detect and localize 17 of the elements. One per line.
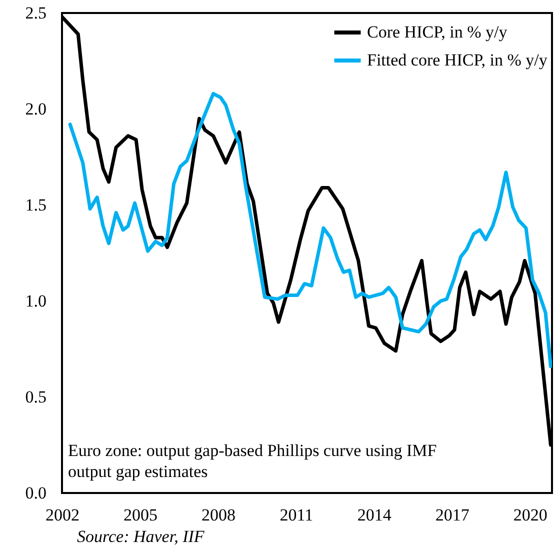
x-tick-label: 2002 [46, 506, 80, 524]
y-tick-label: 2.5 [25, 4, 46, 22]
x-tick-label: 2011 [280, 506, 314, 524]
legend-label: Fitted core HICP, in % y/y [367, 50, 548, 70]
y-tick-label: 1.0 [25, 292, 46, 310]
legend-label: Core HICP, in % y/y [367, 22, 508, 42]
x-tick-label: 2008 [201, 506, 236, 524]
y-tick-label: 0.0 [25, 484, 46, 502]
x-tick-label: 2017 [435, 506, 470, 524]
y-tick-label: 1.5 [25, 196, 46, 214]
x-tick-label: 2014 [357, 506, 392, 524]
y-tick-label: 2.0 [25, 100, 46, 118]
x-tick-label: 2020 [513, 506, 548, 524]
annotation: Euro zone: output gap-based Phillips curve using IMF output gap estimates [68, 441, 437, 481]
source-note: Source: Haver, IIF [77, 527, 205, 546]
x-tick-label: 2005 [123, 506, 158, 524]
y-tick-label: 0.5 [25, 388, 46, 406]
